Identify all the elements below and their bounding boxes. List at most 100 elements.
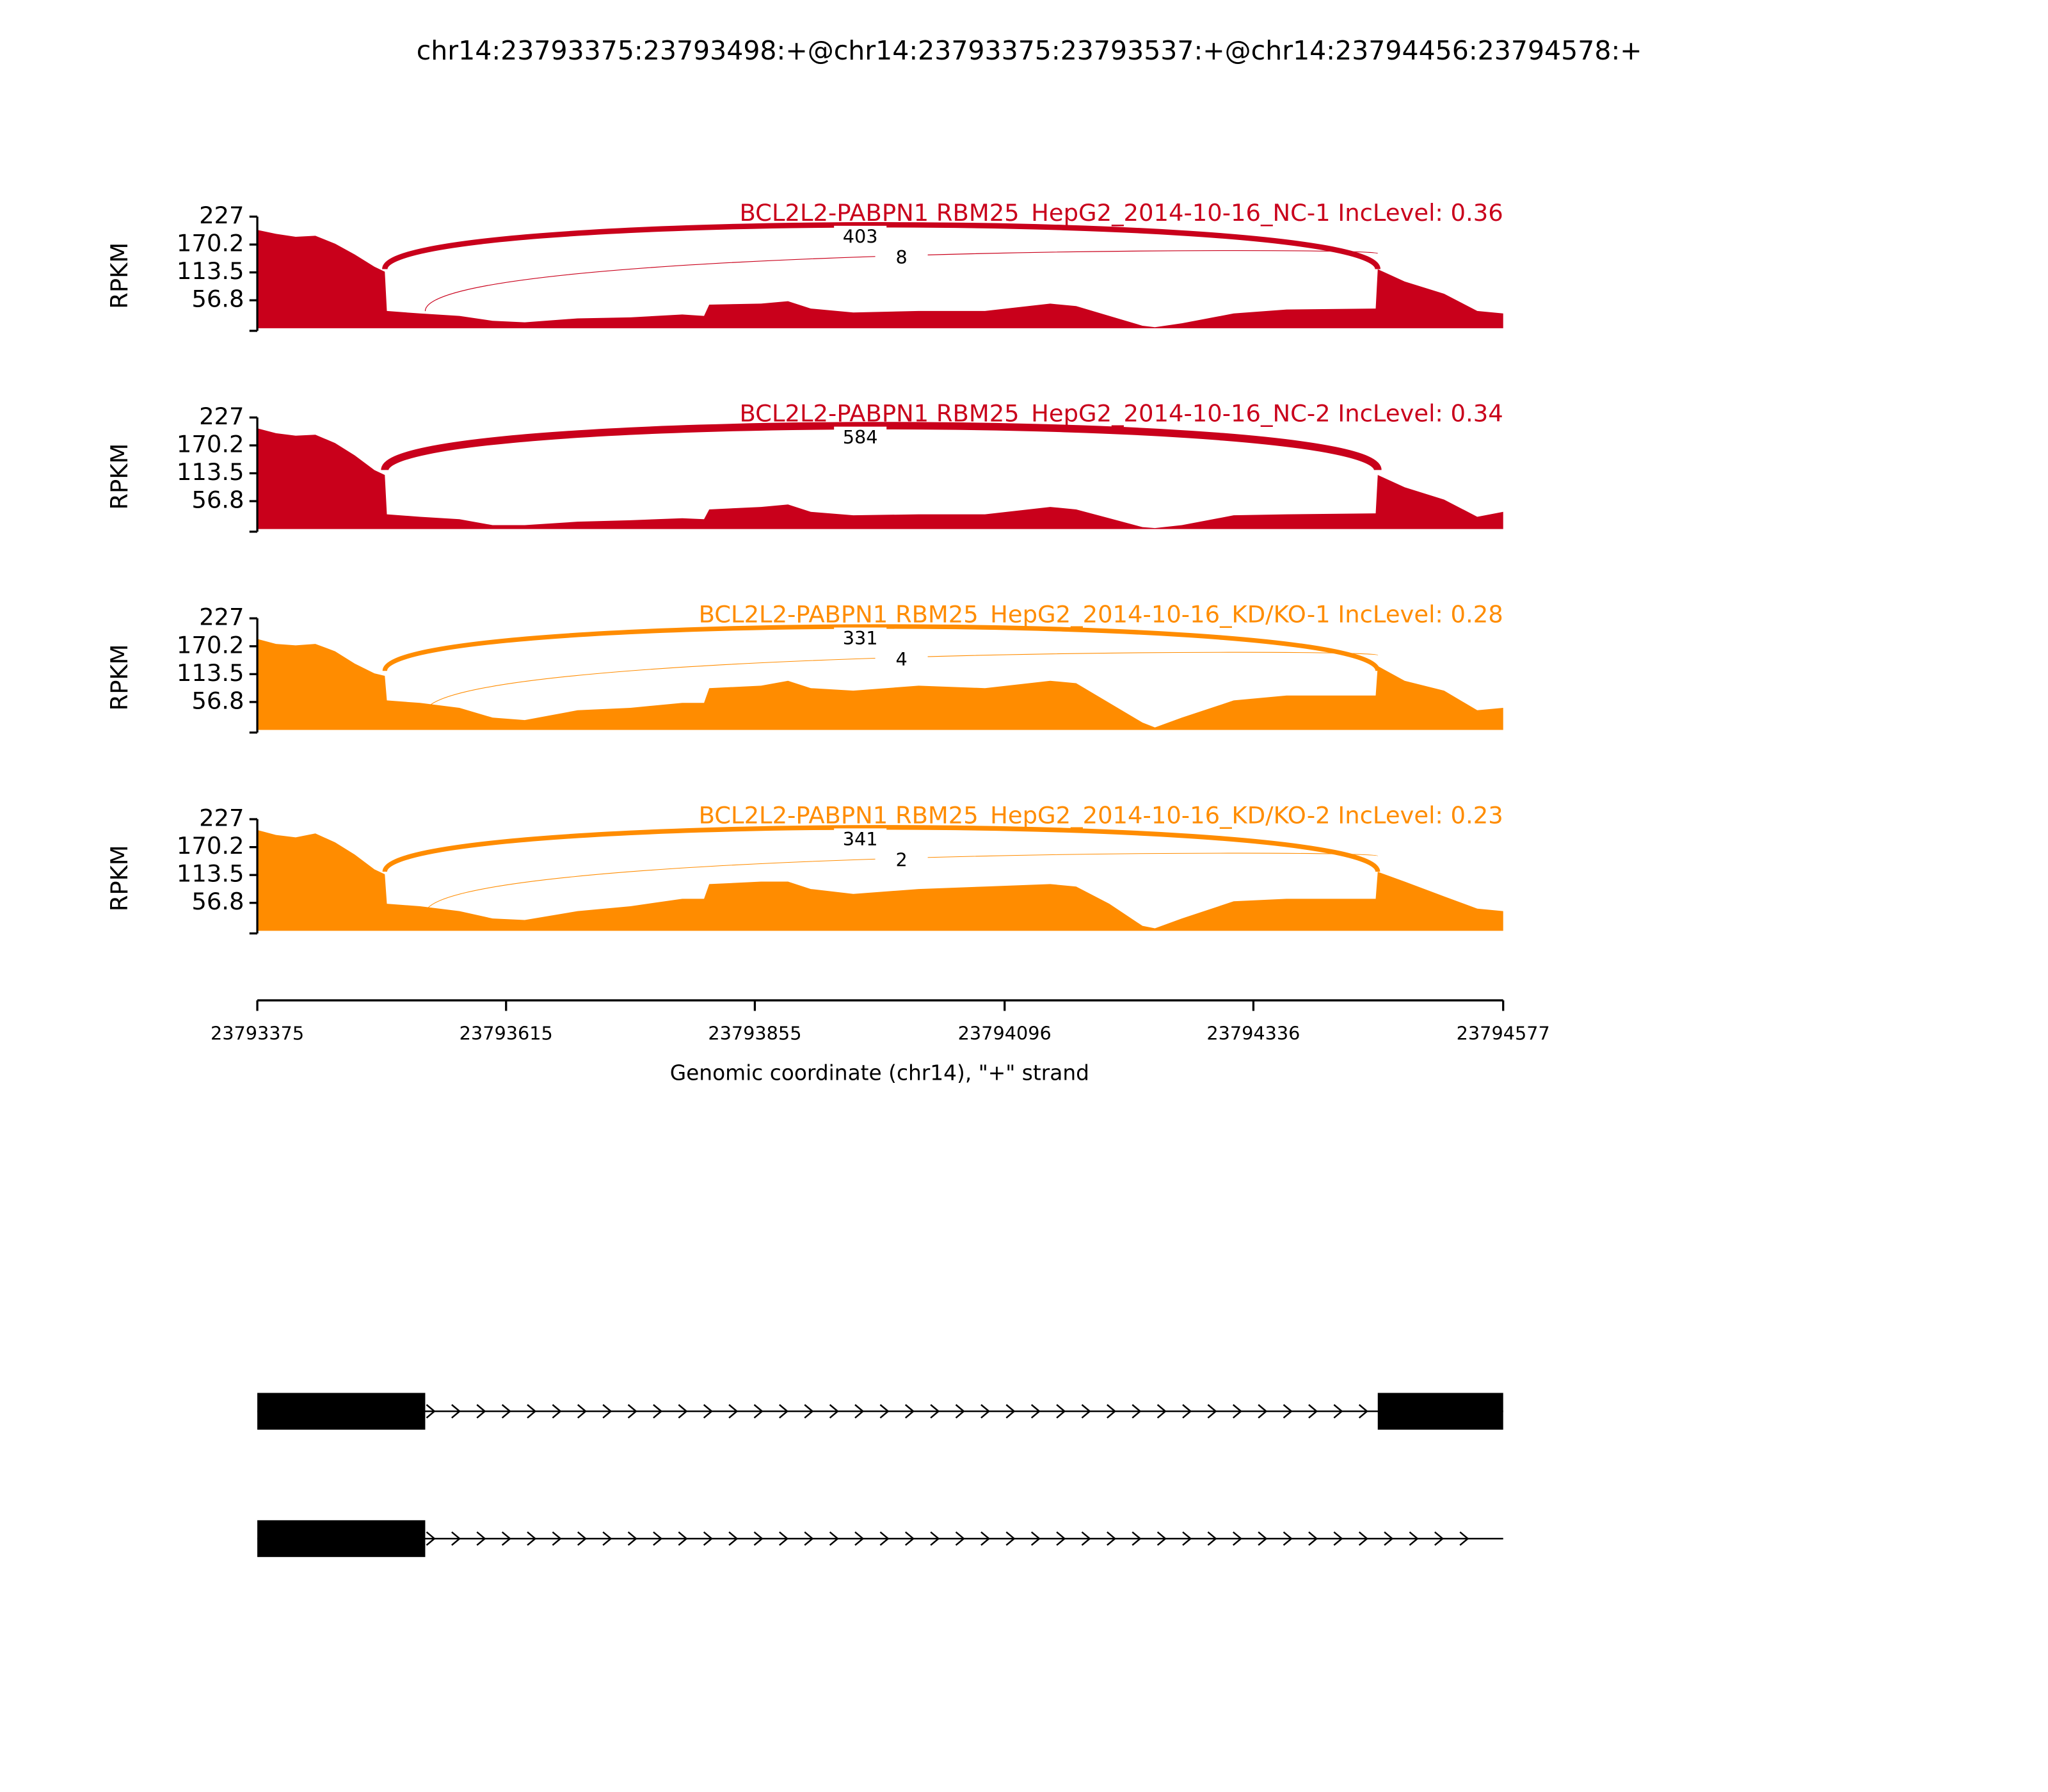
strand-arrow <box>552 1531 562 1546</box>
strand-arrow <box>501 1404 511 1419</box>
strand-arrow <box>930 1404 940 1419</box>
strand-arrow <box>552 1404 562 1419</box>
y-tick-label: 227 <box>199 202 244 229</box>
strand-arrow <box>1308 1404 1318 1419</box>
strand-arrow <box>879 1531 890 1546</box>
exon <box>257 1520 426 1557</box>
strand-arrow <box>703 1531 713 1546</box>
strand-arrow <box>753 1404 764 1419</box>
strand-arrow <box>1232 1531 1243 1546</box>
strand-arrow <box>1030 1404 1041 1419</box>
y-tick-label: 113.5 <box>177 458 244 486</box>
strand-arrow <box>451 1531 461 1546</box>
strand-arrow <box>476 1531 486 1546</box>
strand-arrow <box>1358 1531 1368 1546</box>
strand-arrow <box>1081 1404 1091 1419</box>
strand-arrow <box>1107 1404 1117 1419</box>
junction-count-label: 8 <box>895 246 907 268</box>
strand-arrow <box>1258 1531 1268 1546</box>
y-tick-label: 170.2 <box>177 230 244 257</box>
figure-title: chr14:23793375:23793498:+@chr14:23793375… <box>417 35 1642 66</box>
strand-arrow <box>779 1531 789 1546</box>
junction-arc <box>382 624 1380 672</box>
strand-arrow <box>451 1404 461 1419</box>
strand-arrow <box>779 1404 789 1419</box>
x-tick-label: 23794096 <box>958 1022 1052 1044</box>
strand-arrow <box>1132 1404 1142 1419</box>
strand-arrow <box>804 1531 814 1546</box>
junction-count-label: 4 <box>895 648 907 670</box>
junction-count-label: 331 <box>843 627 878 649</box>
strand-arrow <box>627 1531 637 1546</box>
strand-arrow <box>527 1531 537 1546</box>
y-tick-label: 170.2 <box>177 832 244 860</box>
strand-arrow <box>1283 1531 1293 1546</box>
y-tick-label: 113.5 <box>177 257 244 285</box>
strand-arrow <box>1156 1404 1167 1419</box>
strand-arrow <box>753 1531 764 1546</box>
junction-label-box <box>834 627 887 652</box>
strand-arrow <box>426 1404 436 1419</box>
y-tick-label: 56.8 <box>191 687 244 714</box>
junction-label-box <box>875 849 928 874</box>
strand-arrow <box>1308 1531 1318 1546</box>
y-tick-label: 113.5 <box>177 860 244 888</box>
panel-title: BCL2L2-PABPN1 RBM25_HepG2_2014-10-16_KD/… <box>699 601 1503 628</box>
coverage-area <box>257 230 1503 328</box>
y-tick-label: 227 <box>199 403 244 430</box>
junction-arc <box>382 222 1380 270</box>
junction-count-label: 341 <box>843 828 878 850</box>
strand-arrow <box>1409 1531 1419 1546</box>
coverage-area <box>257 829 1503 931</box>
strand-arrow <box>1056 1404 1066 1419</box>
junction-count-label: 584 <box>843 426 878 448</box>
junction-arc <box>382 825 1380 873</box>
y-tick-label: 170.2 <box>177 631 244 659</box>
y-tick-label: 170.2 <box>177 430 244 458</box>
strand-arrow <box>804 1404 814 1419</box>
y-tick-label: 56.8 <box>191 285 244 313</box>
strand-arrow <box>930 1531 940 1546</box>
y-axis-label: RPKM <box>106 644 133 710</box>
strand-arrow <box>678 1404 688 1419</box>
strand-arrow <box>854 1404 865 1419</box>
strand-arrow <box>653 1531 663 1546</box>
strand-arrow <box>1156 1531 1167 1546</box>
x-tick-label: 23793375 <box>211 1022 304 1044</box>
strand-arrow <box>955 1531 965 1546</box>
coverage-area <box>257 428 1503 529</box>
y-axis-label: RPKM <box>106 845 133 911</box>
strand-arrow <box>1182 1404 1192 1419</box>
strand-arrow <box>1081 1531 1091 1546</box>
y-tick-label: 56.8 <box>191 486 244 514</box>
strand-arrow <box>728 1404 739 1419</box>
strand-arrow <box>1056 1531 1066 1546</box>
x-tick-label: 23793855 <box>708 1022 801 1044</box>
junction-arc <box>381 422 1382 472</box>
junction-count-label: 403 <box>843 225 878 247</box>
strand-arrow <box>1358 1404 1368 1419</box>
strand-arrow <box>501 1531 511 1546</box>
y-tick-label: 227 <box>199 604 244 631</box>
strand-arrow <box>1207 1404 1217 1419</box>
junction-label-box <box>834 225 887 250</box>
y-tick-label: 56.8 <box>191 888 244 915</box>
strand-arrow <box>1333 1531 1343 1546</box>
x-axis-label: Genomic coordinate (chr14), "+" strand <box>670 1060 1089 1085</box>
x-tick-label: 23794577 <box>1457 1022 1550 1044</box>
strand-arrow <box>1107 1531 1117 1546</box>
exon <box>1377 1393 1503 1430</box>
strand-arrow <box>955 1404 965 1419</box>
strand-arrow <box>1258 1404 1268 1419</box>
strand-arrow <box>476 1404 486 1419</box>
panel-title: BCL2L2-PABPN1 RBM25_HepG2_2014-10-16_KD/… <box>699 801 1503 829</box>
junction-label-box <box>834 828 887 852</box>
junction-label-box <box>834 426 887 451</box>
strand-arrow <box>1459 1531 1469 1546</box>
strand-arrow <box>1182 1531 1192 1546</box>
strand-arrow <box>829 1531 839 1546</box>
strand-arrow <box>1232 1404 1243 1419</box>
strand-arrow <box>1333 1404 1343 1419</box>
